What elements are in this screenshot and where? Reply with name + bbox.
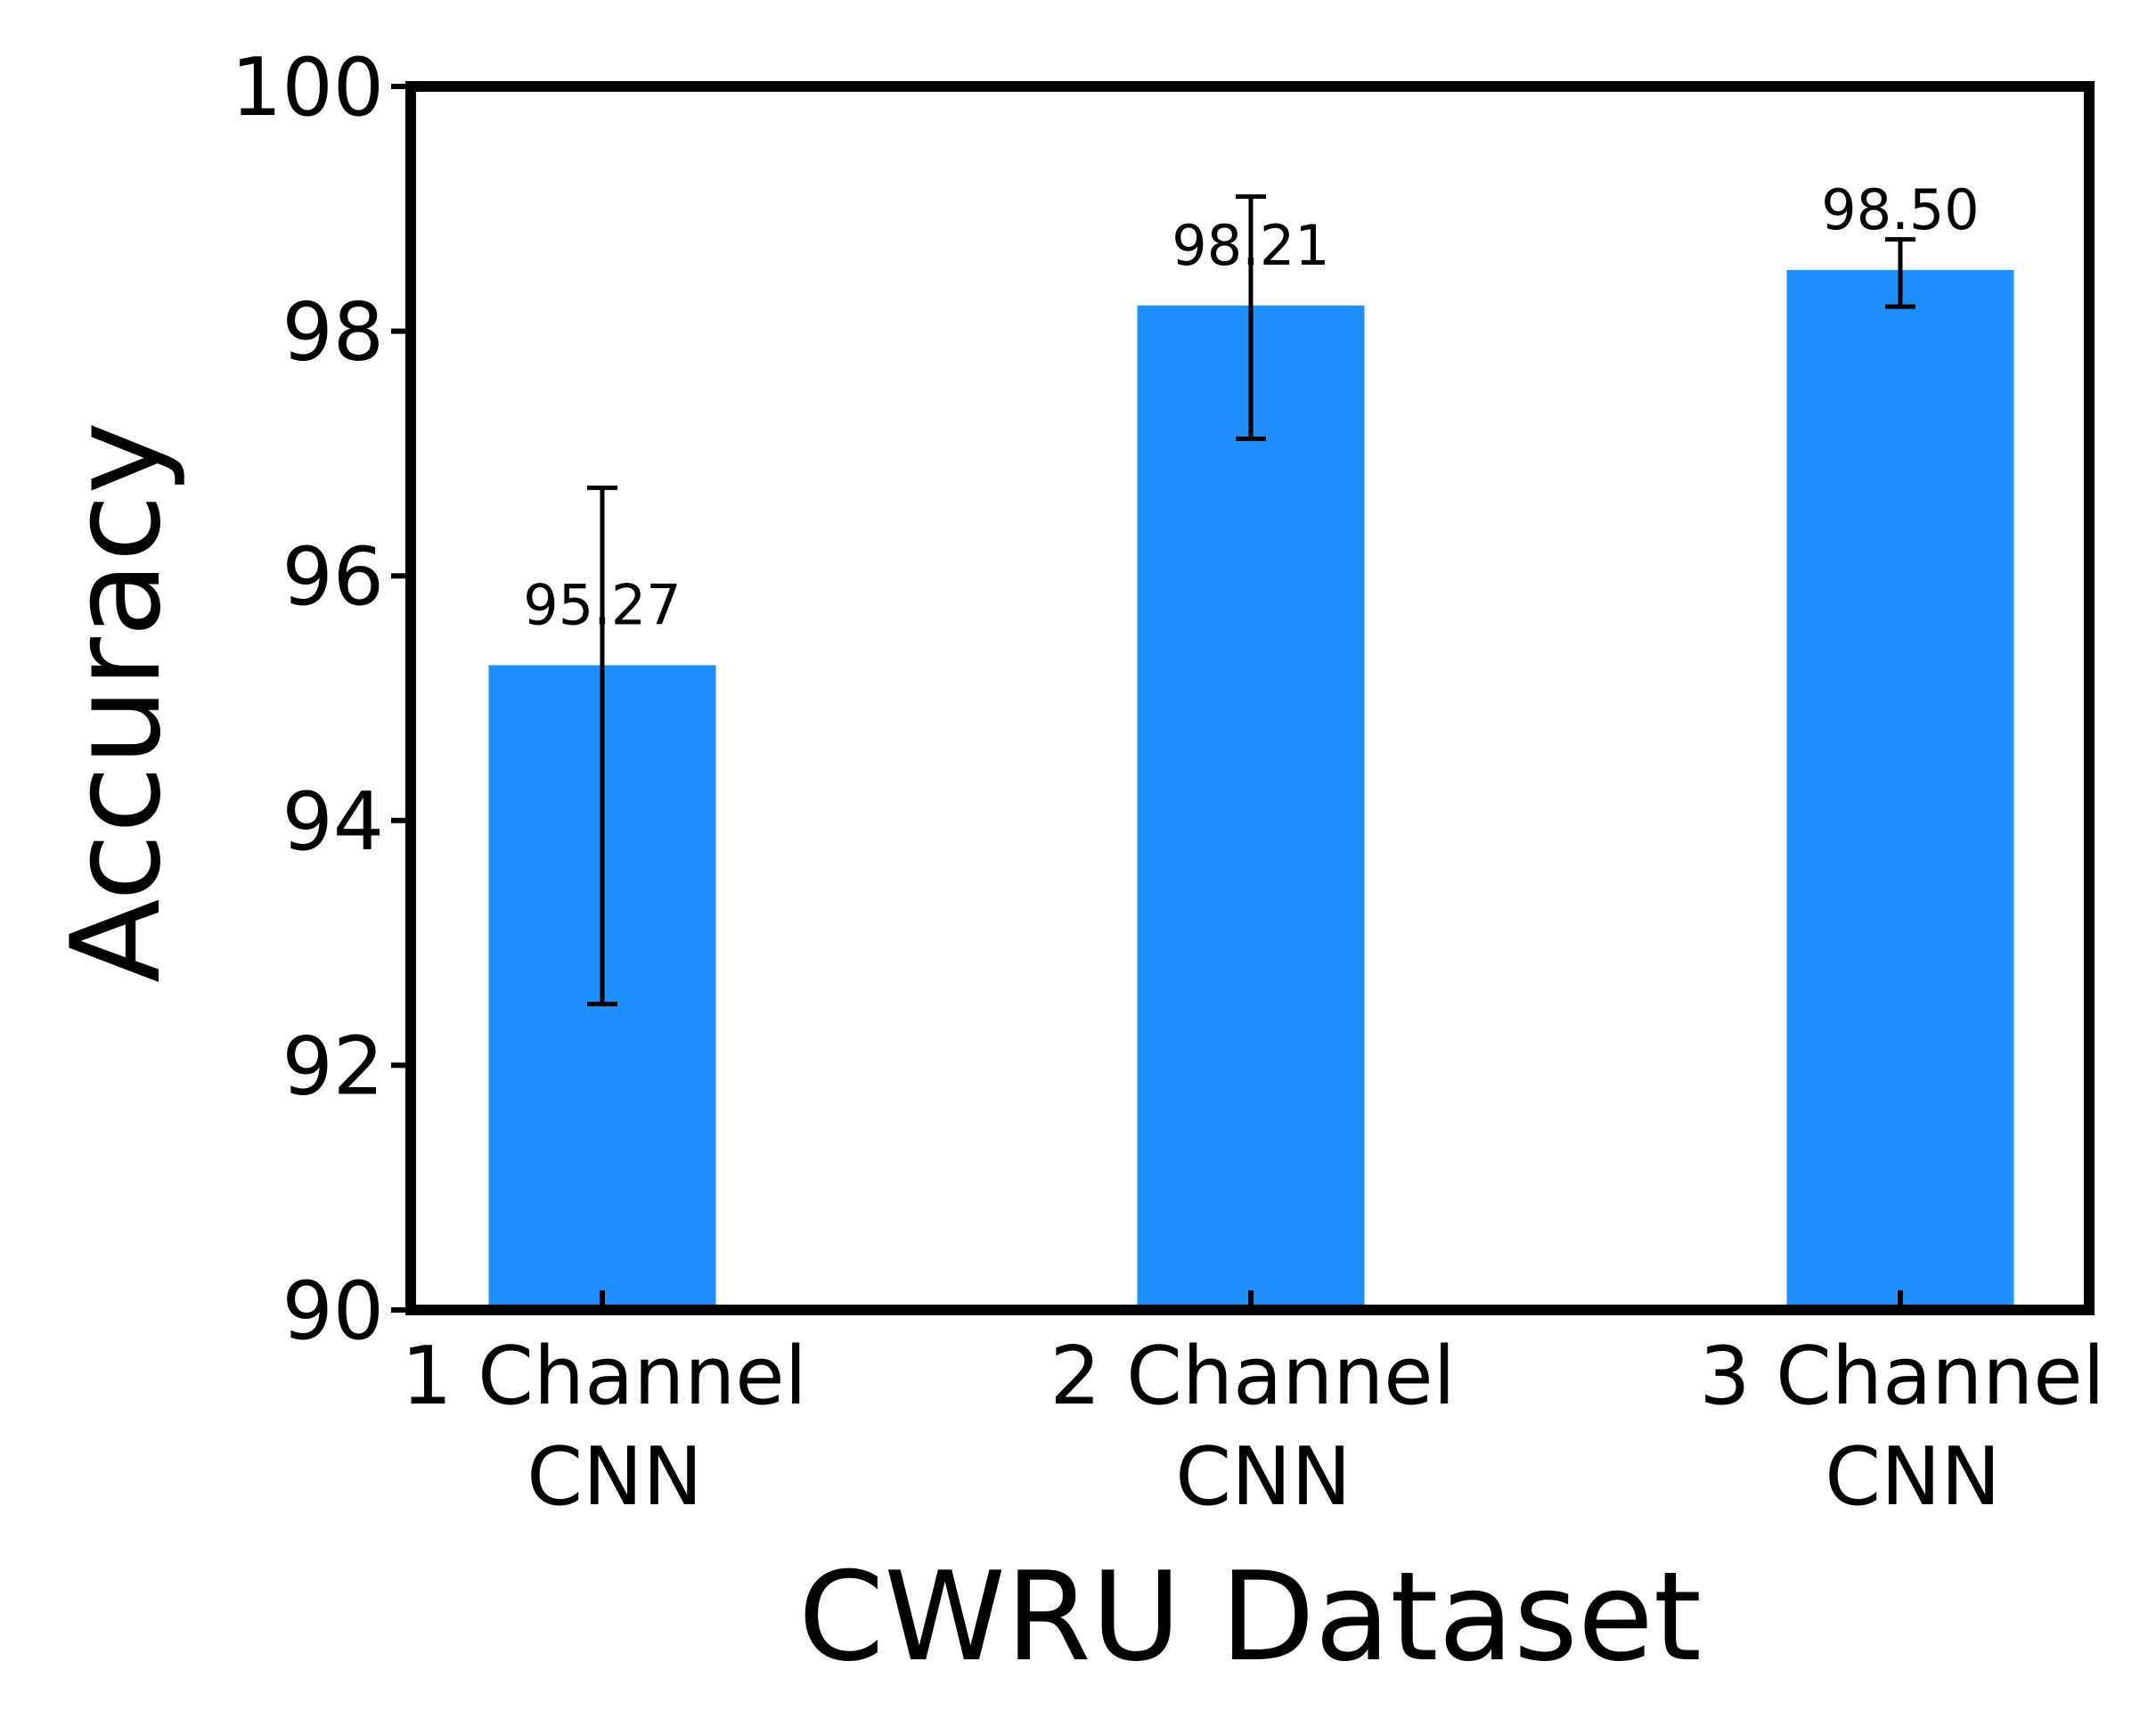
- error-bars-layer: [587, 194, 1915, 1007]
- x-tick-label: 2 Channel: [1049, 1330, 1455, 1423]
- y-tick-label: 98: [282, 286, 384, 380]
- bar: [1137, 305, 1365, 1311]
- x-axis-title: CWRU Dataset: [798, 1545, 1702, 1689]
- x-tick-label: 3 Channel: [1699, 1330, 2104, 1423]
- data-label: 95.27: [523, 572, 682, 637]
- y-tick-label: 94: [282, 775, 384, 869]
- y-tick-label: 90: [282, 1265, 384, 1358]
- error-bar: [587, 485, 617, 1007]
- x-tick-label: 1 Channel: [401, 1330, 806, 1423]
- plot-frame: [405, 81, 2095, 1315]
- y-tick-label: 96: [282, 530, 384, 624]
- x-tick-label: CNN: [527, 1430, 703, 1524]
- bar: [1786, 269, 2014, 1311]
- error-bar: [1885, 237, 1915, 309]
- y-tick-label: 100: [231, 41, 384, 135]
- bars-layer: [488, 269, 2014, 1311]
- y-axis-title: Accuracy: [45, 422, 188, 983]
- data-label: 98.21: [1172, 213, 1330, 278]
- error-bar: [1236, 194, 1266, 441]
- y-tick-label: 92: [282, 1019, 384, 1113]
- x-tick-label: CNN: [1825, 1430, 2001, 1524]
- data-label: 98.50: [1821, 177, 1980, 242]
- x-tick-label: CNN: [1175, 1430, 1352, 1524]
- data-labels-layer: 95.27 98.21 98.50: [523, 177, 1980, 637]
